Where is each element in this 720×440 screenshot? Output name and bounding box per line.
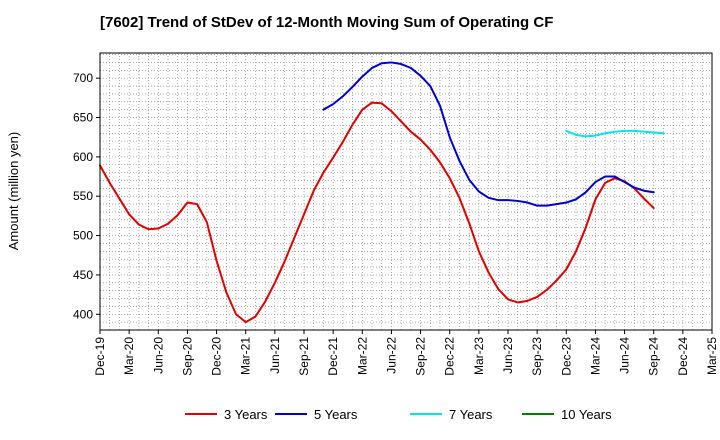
x-tick-label: Jun-22 xyxy=(384,337,398,374)
x-tick-label: Dec-21 xyxy=(326,337,340,376)
x-tick-label: Sep-22 xyxy=(414,337,428,376)
series-layer xyxy=(99,61,665,324)
x-tick-label: Mar-22 xyxy=(355,337,369,375)
legend-label-3-years: 3 Years xyxy=(224,407,268,422)
x-tick-label: Jun-21 xyxy=(268,337,282,374)
grid-layer xyxy=(100,53,712,330)
x-tick-label: Dec-23 xyxy=(559,337,573,376)
y-axis-label: Amount (million yen) xyxy=(6,132,21,251)
x-tick-label: Dec-24 xyxy=(676,337,690,376)
y-tick-label: 550 xyxy=(73,189,93,203)
y-tick-label: 600 xyxy=(73,150,93,164)
x-tick-label: Jun-23 xyxy=(501,337,515,374)
x-tick-label: Mar-20 xyxy=(122,337,136,375)
x-tick-label: Jun-20 xyxy=(151,337,165,374)
series-line-3-years xyxy=(99,101,655,324)
x-tick-label: Sep-24 xyxy=(647,337,661,376)
series-line-7-years xyxy=(565,129,665,138)
y-tick-label: 500 xyxy=(73,229,93,243)
series-line-5-years xyxy=(322,61,655,207)
x-tick-label: Dec-22 xyxy=(443,337,457,376)
axis-layer: 400 450 500 550 600 650 700 Dec-19 Mar-20 Jun-20 S… xyxy=(73,52,719,376)
x-tick-label: Mar-24 xyxy=(588,337,602,375)
x-tick-label: Dec-20 xyxy=(210,337,224,376)
legend-layer: 3 Years 5 Years 7 Years 10 Years xyxy=(185,407,612,422)
x-tick-label: Mar-23 xyxy=(472,337,486,375)
x-tick-label: Sep-23 xyxy=(530,337,544,376)
y-tick-label: 450 xyxy=(73,268,93,282)
x-tick-label: Sep-21 xyxy=(297,337,311,376)
x-tick-label: Mar-25 xyxy=(705,337,719,375)
y-tick-label: 400 xyxy=(73,307,93,321)
plot-background xyxy=(100,53,712,330)
x-tick-label: Mar-21 xyxy=(239,337,253,375)
legend-label-10-years: 10 Years xyxy=(561,407,612,422)
legend-label-5-years: 5 Years xyxy=(314,407,358,422)
x-tick-label: Jun-24 xyxy=(618,337,632,374)
chart-title: [7602] Trend of StDev of 12-Month Moving… xyxy=(100,14,553,31)
x-tick-label: Dec-19 xyxy=(93,337,107,376)
x-tick-label: Sep-20 xyxy=(180,337,194,376)
plot-frame xyxy=(99,52,713,331)
y-tick-label: 650 xyxy=(73,111,93,125)
legend-label-7-years: 7 Years xyxy=(449,407,493,422)
y-tick-label: 700 xyxy=(73,71,93,85)
